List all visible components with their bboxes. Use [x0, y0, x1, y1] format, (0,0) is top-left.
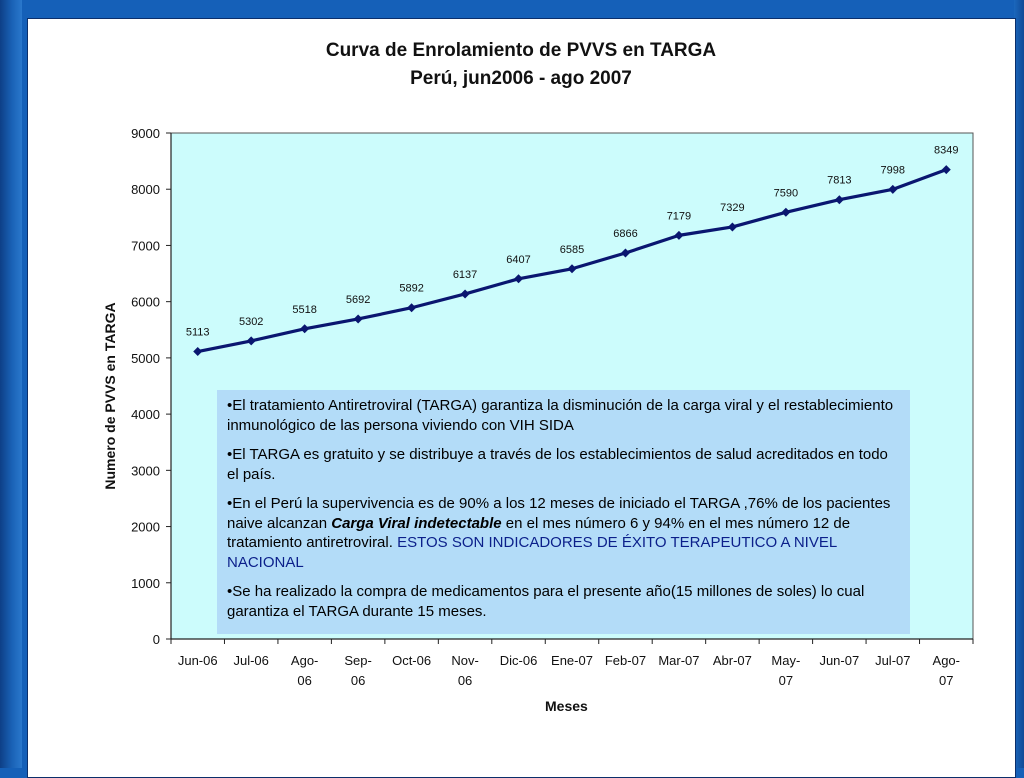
data-label: 7329: [720, 202, 744, 214]
data-point-marker: [781, 207, 791, 217]
data-point-marker: [300, 324, 310, 334]
info-paragraph-3-middle: en el mes número 6 y 94% en el mes númer…: [227, 514, 851, 552]
y-tick-label: 8000: [131, 182, 160, 197]
carga-viral-emphasis: Carga Viral indetectable: [331, 514, 502, 532]
data-point-marker: [941, 165, 951, 175]
data-label: 7998: [881, 164, 905, 176]
y-tick-label: 3000: [131, 463, 160, 478]
x-tick-label: Oct-06: [392, 653, 431, 668]
data-point-marker: [353, 314, 363, 324]
y-tick-label: 0: [153, 632, 160, 647]
data-point-marker: [407, 303, 417, 313]
data-point-marker: [246, 336, 256, 346]
y-axis-label: Numero de PVVS en TARGA: [102, 302, 118, 490]
x-tick-label: May-07: [771, 653, 800, 688]
data-label: 8349: [934, 145, 958, 157]
y-tick-label: 1000: [131, 576, 160, 591]
data-label: 5692: [346, 294, 370, 306]
x-tick-label: Ago-07: [933, 653, 960, 688]
success-indicators-highlight: ESTOS SON INDICADORES DE ÉXITO TERAPEUTI…: [227, 534, 837, 571]
y-tick-label: 5000: [131, 351, 160, 366]
x-tick-label: Jun-07: [819, 653, 859, 668]
data-label: 6137: [453, 269, 477, 281]
data-point-marker: [620, 248, 630, 258]
data-point-marker: [567, 264, 577, 274]
y-tick-label: 4000: [131, 407, 160, 422]
data-label: 7813: [827, 175, 851, 187]
x-tick-label: Jul-07: [875, 653, 910, 668]
data-point-marker: [727, 222, 737, 232]
y-tick-label: 6000: [131, 295, 160, 310]
data-label: 5892: [399, 283, 423, 295]
x-tick-label: Ene-07: [551, 653, 593, 668]
slide-right-edge: [1014, 0, 1024, 768]
info-paragraph-1: •El tratamiento Antiretroviral (TARGA) g…: [227, 397, 894, 434]
data-point-marker: [514, 274, 524, 284]
x-tick-label: Abr-07: [713, 653, 752, 668]
data-point-marker: [834, 195, 844, 205]
data-label: 7590: [774, 187, 798, 199]
y-tick-label: 7000: [131, 238, 160, 253]
data-label: 5302: [239, 316, 263, 328]
data-label: 6407: [506, 254, 530, 266]
x-tick-label: Jul-06: [233, 653, 268, 668]
slide-left-edge: [0, 0, 22, 768]
x-axis-label: Meses: [545, 698, 588, 714]
x-tick-label: Feb-07: [605, 653, 646, 668]
y-tick-label: 2000: [131, 520, 160, 535]
chart-subtitle: Perú, jun2006 - ago 2007: [410, 68, 632, 89]
data-point-marker: [674, 230, 684, 240]
info-paragraph-3-start: •En el Perú la supervivencia es de 90% a…: [227, 495, 891, 532]
chart-title: Curva de Enrolamiento de PVVS en TARGA: [325, 40, 717, 61]
data-point-marker: [193, 347, 203, 357]
data-label: 5113: [186, 327, 210, 339]
x-tick-label: Jun-06: [178, 653, 218, 668]
data-label: 5518: [292, 304, 316, 316]
y-tick-label: 9000: [131, 126, 160, 141]
data-point-marker: [888, 184, 898, 194]
info-box: •El tratamiento Antiretroviral (TARGA) g…: [217, 390, 910, 634]
info-paragraph-4: •Se ha realizado la compra de medicament…: [227, 583, 865, 620]
data-label: 7179: [667, 210, 691, 222]
info-paragraph-3: •En el Perú la supervivencia es de 90% a…: [227, 494, 898, 572]
data-label: 6585: [560, 244, 584, 256]
x-tick-label: Dic-06: [500, 653, 538, 668]
data-point-marker: [460, 289, 470, 299]
info-paragraph-2: •El TARGA es gratuito y se distribuye a …: [227, 446, 888, 483]
x-tick-label: Nov-06: [451, 653, 478, 688]
data-label: 6866: [613, 228, 637, 240]
x-tick-label: Ago-06: [291, 653, 318, 688]
x-tick-label: Mar-07: [658, 653, 699, 668]
x-tick-label: Sep-06: [344, 653, 371, 688]
